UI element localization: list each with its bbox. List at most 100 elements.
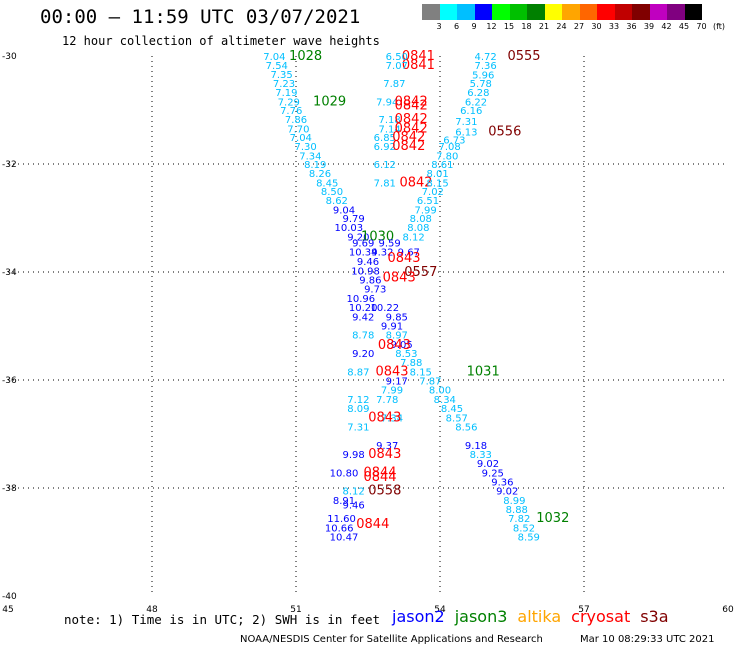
wave-height-label: 9.18 [465,441,487,452]
wave-height-label: 9.36 [491,478,513,489]
wave-height-label: 9.85 [386,312,408,323]
wave-height-label: 9.20 [347,232,369,243]
wave-height-label: 8.50 [321,187,343,198]
pass-time-label: 0557 [404,265,437,280]
pass-time-label: 1031 [467,364,500,379]
color-scale-label: 18 [521,22,532,31]
color-swatch [492,4,510,20]
y-tick-label: -38 [2,484,17,494]
wave-height-label: 7.99 [414,205,436,216]
color-scale-label: 39 [643,22,655,31]
wave-height-label: 9.59 [378,238,400,249]
wave-height-label: 6.92 [374,142,396,153]
y-tick-label: -34 [2,268,17,278]
wave-height-label: 9.04 [333,205,355,216]
legend-entry: altika [517,607,562,626]
color-swatch [457,4,475,20]
x-tick-label: 60 [722,605,734,615]
wave-height-label: 7.18 [378,115,400,126]
wave-height-label: 9.37 [376,441,398,452]
wave-height-label: 5.96 [472,70,494,81]
wave-height-label: 8.15 [410,367,432,378]
wave-height-label: 8.91 [333,496,355,507]
wave-height-label: 8.15 [426,178,448,189]
wave-height-label: 10.98 [351,266,380,277]
wave-height-label: 8.12 [402,232,424,243]
wave-height-label: 8.99 [503,496,525,507]
wave-height-label: 8.01 [426,169,448,180]
pass-time-label: 0842 [399,175,432,190]
color-swatch [509,4,527,20]
x-tick-label: 54 [434,605,446,615]
wave-height-label: 6.51 [417,196,439,207]
color-scale-label: 36 [626,22,637,31]
color-scale-label: 21 [538,22,550,31]
wave-height-label: 8.12 [342,487,364,498]
color-scale-label: 45 [678,22,690,31]
wave-height-label: 7.29 [278,97,300,108]
wave-height-label: 7.81 [374,178,396,189]
wave-height-label: 8.59 [518,533,540,544]
wave-height-label: 6.22 [465,97,487,108]
color-scale-label: 9 [471,22,477,31]
color-swatch [422,4,440,20]
pass-time-label: 0842 [395,99,428,114]
wave-height-label: 7.07 [386,61,408,72]
pass-time-label: 0843 [368,447,401,462]
wave-height-label: 7.99 [381,386,403,397]
wave-height-label: 7.78 [376,395,398,406]
pass-time-label: 0556 [488,125,521,140]
wave-height-label: 6.13 [455,128,477,139]
wave-height-label: 9.67 [398,247,420,258]
color-scale-label: 3 [436,22,442,31]
pass-time-label: 0843 [378,338,411,353]
color-swatch [614,4,632,20]
wave-height-label: 10.34 [349,247,378,258]
legend-entry: s3a [640,607,669,626]
wave-height-label: 10.66 [325,523,354,534]
color-swatch [562,4,580,20]
wave-height-label: 4.72 [474,52,496,63]
wave-height-label: 7.87 [419,377,441,388]
pass-time-label: 0843 [368,410,401,425]
color-scale-label: 27 [573,22,585,31]
wave-height-label: 8.45 [316,178,338,189]
wave-height-label: 8.45 [441,404,463,415]
wave-height-label: 9.25 [482,468,504,479]
wave-height-label: 6.28 [467,88,489,99]
legend-entry: cryosat [571,607,631,626]
wave-height-label: 7.87 [383,79,405,90]
wave-height-label: 6.12 [374,160,396,171]
wave-height-label: 7.23 [273,79,295,90]
wave-height-label: 9.02 [496,487,518,498]
x-tick-label: 57 [578,605,589,615]
wave-height-label: 7.08 [438,142,460,153]
pass-time-label: 0844 [356,517,389,532]
wave-height-label: 8.19 [304,160,326,171]
pass-time-label: 0841 [402,58,435,73]
wave-height-label: 9.05 [390,340,412,351]
wave-height-label: 8.62 [326,196,348,207]
color-swatch [474,4,492,20]
pass-time-label: 0842 [395,121,428,136]
pass-time-label: 0844 [363,465,396,480]
pass-time-label: 1029 [313,94,346,109]
chart-note: note: 1) Time is in UTC; 2) SWH is in fe… [64,612,381,627]
wave-height-label: 9.98 [342,450,364,461]
wave-height-label: 9.91 [381,321,403,332]
y-tick-label: -30 [2,52,17,62]
wave-height-label: 10.03 [334,223,363,234]
color-scale-label: 15 [503,22,515,31]
color-scale-label: 12 [486,22,497,31]
wave-height-label: 9.32 [371,247,393,258]
wave-height-label: 7.76 [280,106,302,117]
color-swatch [527,4,545,20]
wave-height-label: 6.73 [443,136,465,147]
pass-time-label: 1032 [536,511,569,526]
wave-height-label: 10.47 [330,533,359,544]
wave-height-label: 7.12 [347,395,369,406]
wave-height-label: 9.46 [342,501,364,512]
wave-height-label: 7.34 [299,151,321,162]
chart-subtitle: 12 hour collection of altimeter wave hei… [62,34,380,48]
